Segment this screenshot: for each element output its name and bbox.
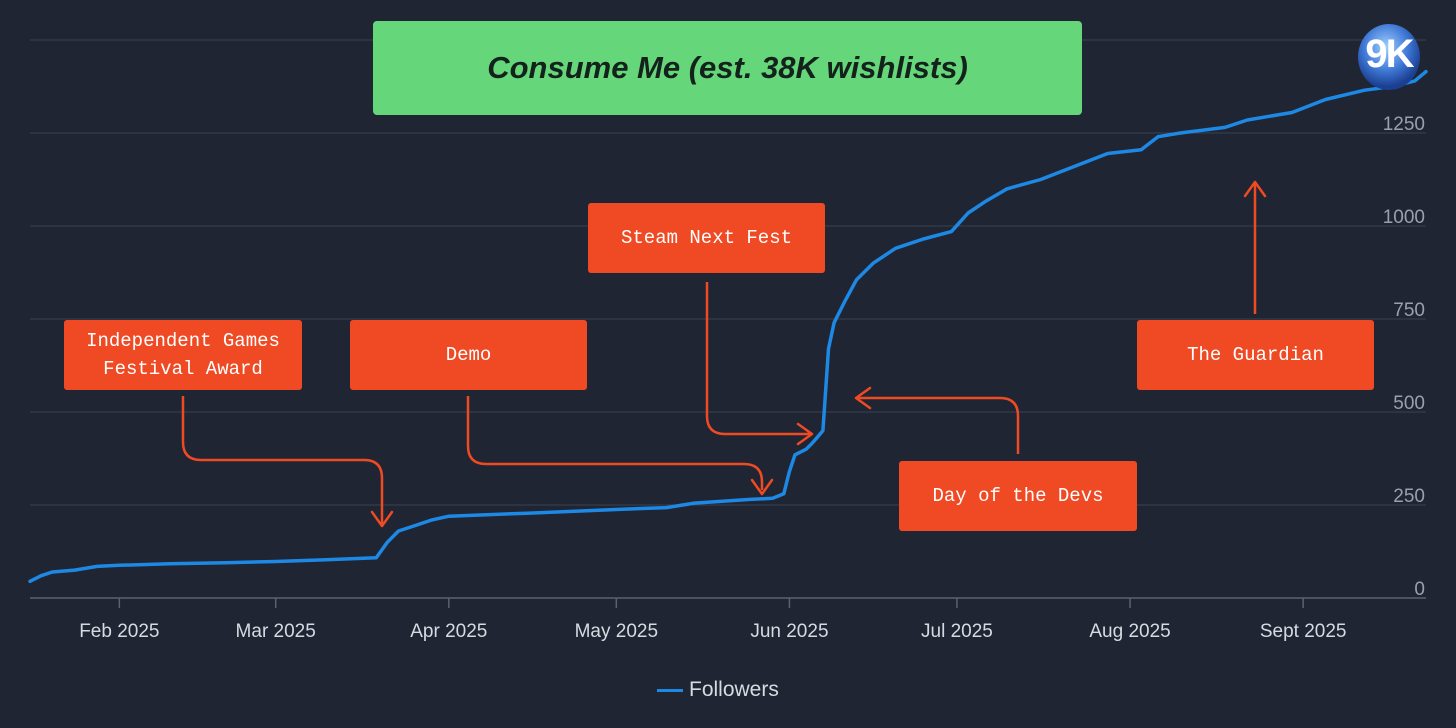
x-tick-label: Jun 2025 [750, 621, 828, 642]
series-line-followers [28, 69, 1428, 584]
annotation-day-of-the-devs: Day of the Devs [899, 461, 1137, 531]
9k-logo-icon: 9K [1356, 22, 1422, 92]
arrow-next-fest-head [796, 422, 814, 446]
annotation-demo-label: Demo [445, 344, 492, 366]
x-tick-label: Jul 2025 [921, 621, 993, 642]
arrow-day-of-the-devs-head [854, 386, 872, 410]
legend-label-followers: Followers [689, 678, 779, 701]
x-tick-label: Aug 2025 [1089, 621, 1170, 642]
y-tick-label: 0 [1414, 579, 1425, 600]
x-tick-label: Sept 2025 [1260, 621, 1347, 642]
annotation-the-guardian: The Guardian [1137, 320, 1374, 390]
annotation-next-fest: Steam Next Fest [588, 203, 825, 273]
x-tick-label: Apr 2025 [410, 621, 487, 642]
logo-badge-shape [1358, 24, 1420, 90]
legend-swatch-followers [657, 688, 683, 692]
arrow-igf [181, 396, 384, 524]
y-tick-label: 1250 [1383, 114, 1425, 135]
chart-title-box: Consume Me (est. 38K wishlists) [373, 21, 1082, 115]
annotation-next-fest-label: Steam Next Fest [620, 227, 793, 249]
annotation-igf-label: Independent Games Festival Award [86, 330, 280, 380]
chart-legend: Followers [657, 676, 779, 704]
x-tick-label: Mar 2025 [236, 621, 316, 642]
logo-text: 9K [1365, 32, 1414, 76]
annotation-igf: Independent Games Festival Award [64, 320, 302, 390]
arrow-day-of-the-devs [858, 396, 1020, 454]
y-tick-label: 500 [1393, 393, 1425, 414]
y-tick-label: 1000 [1383, 207, 1425, 228]
arrow-demo-head [750, 478, 774, 496]
arrow-demo [466, 396, 764, 490]
annotation-demo: Demo [350, 320, 587, 390]
annotation-day-of-the-devs-label: Day of the Devs [932, 485, 1104, 507]
arrow-igf-head [370, 510, 394, 528]
y-tick-label: 750 [1393, 300, 1425, 321]
annotation-the-guardian-label: The Guardian [1187, 344, 1324, 366]
x-tick-label: Feb 2025 [79, 621, 159, 642]
x-axis: Feb 2025 Mar 2025 Apr 2025 May 2025 Jun 2025… [30, 597, 1426, 642]
y-tick-label: 250 [1393, 486, 1425, 507]
arrow-the-guardian-head [1243, 180, 1267, 198]
y-axis: 0 250 500 750 1000 1250 [1383, 114, 1425, 600]
arrow-next-fest [705, 282, 810, 436]
series-followers [28, 69, 1428, 584]
annotation-arrows [181, 180, 1267, 528]
x-tick-label: May 2025 [575, 621, 658, 642]
chart-title: Consume Me (est. 38K wishlists) [487, 50, 968, 85]
